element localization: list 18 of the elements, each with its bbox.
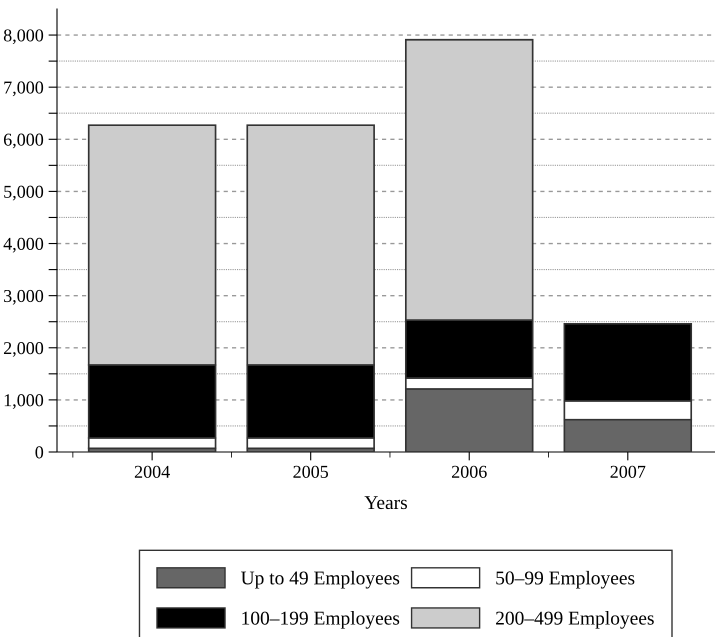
- y-tick-label: 5,000: [4, 186, 44, 200]
- legend-label: 200–499 Employees: [496, 611, 654, 629]
- legend-label: 50–99 Employees: [496, 570, 634, 589]
- legend-label: Up to 49 Employees: [240, 570, 400, 589]
- y-tick-label: 8,000: [4, 29, 44, 44]
- x-axis-title: Years: [364, 496, 407, 510]
- y-tick-label: 1,000: [4, 394, 44, 409]
- y-tick-label: 7,000: [4, 81, 44, 96]
- x-tick-label: 2005: [293, 466, 328, 478]
- x-tick-label: 2007: [610, 466, 646, 478]
- x-tick-label: 2004: [134, 466, 170, 478]
- legend-label: 100–199 Employees: [242, 611, 400, 629]
- x-tick-label: 2006: [452, 466, 487, 478]
- y-tick-label: 4,000: [4, 238, 44, 253]
- y-tick-label: 0: [35, 446, 44, 458]
- y-tick-label: 6,000: [4, 134, 44, 148]
- y-tick-label: 2,000: [4, 342, 44, 357]
- y-tick-label: 3,000: [4, 290, 44, 305]
